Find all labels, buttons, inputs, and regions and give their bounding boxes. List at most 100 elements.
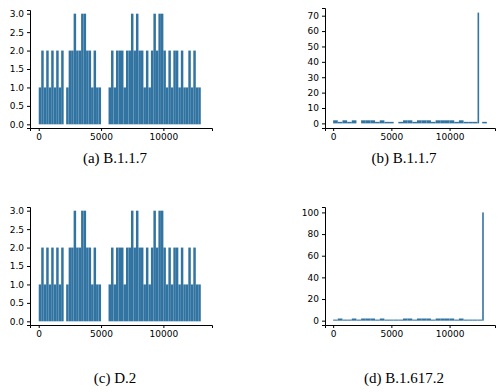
bar — [51, 51, 53, 125]
x-tick: 5000 — [380, 325, 403, 339]
bar — [153, 211, 155, 322]
bar — [384, 320, 389, 321]
bar — [356, 320, 361, 321]
bar — [408, 120, 413, 123]
bar — [361, 319, 366, 321]
bar — [79, 51, 81, 125]
y-tick-label: 3.0 — [10, 9, 25, 19]
bar — [375, 320, 380, 321]
y-tick-mark — [322, 234, 325, 235]
bar — [454, 320, 459, 321]
bar — [71, 248, 73, 322]
y-tick-mark — [27, 106, 30, 107]
y-axis: 0.00.51.01.52.02.53.0 — [10, 206, 31, 327]
bar — [133, 51, 135, 125]
bar — [459, 120, 464, 123]
bars — [333, 13, 487, 124]
bar — [84, 211, 86, 322]
bar — [126, 51, 128, 125]
panel: 0500010000020406080100(d) B.1.617.2 — [302, 208, 496, 388]
bar — [96, 87, 98, 124]
bar — [158, 14, 160, 125]
y-tick-mark — [322, 46, 325, 47]
bar — [158, 211, 160, 322]
y-tick-label: 0 — [313, 119, 319, 129]
bar — [370, 120, 375, 123]
bar — [156, 248, 158, 322]
bar — [389, 122, 394, 124]
bar — [352, 319, 357, 321]
bar — [171, 284, 173, 321]
bar — [352, 120, 357, 123]
bar — [398, 320, 403, 321]
y-axis: 020406080100 — [302, 208, 326, 327]
x-tick-label: 0 — [36, 329, 42, 339]
bar — [66, 87, 68, 124]
bar — [445, 120, 450, 123]
y-tick-mark — [322, 277, 325, 278]
x-tick-label: 0 — [36, 132, 42, 142]
bar — [143, 87, 145, 124]
bar — [104, 321, 106, 322]
bar — [412, 122, 417, 124]
y-tick-mark — [322, 16, 325, 17]
bar — [338, 122, 343, 124]
bar — [168, 248, 170, 322]
y-tick: 1.0 — [10, 83, 30, 93]
bar — [101, 124, 103, 125]
bar — [46, 248, 48, 322]
y-axis-line — [322, 9, 326, 129]
bar — [394, 123, 399, 124]
bar — [347, 320, 352, 321]
bar — [91, 87, 93, 124]
bar — [121, 51, 123, 125]
bar — [116, 248, 118, 322]
y-tick: 50 — [308, 42, 325, 52]
bar — [148, 284, 150, 321]
bar — [84, 14, 86, 125]
y-tick-label: 1.0 — [10, 280, 25, 290]
bar — [54, 87, 56, 124]
bar — [106, 321, 108, 322]
x-tick-mark — [163, 325, 164, 328]
y-tick-label: 70 — [308, 11, 320, 21]
bar — [44, 87, 46, 124]
bar — [186, 87, 188, 124]
bar — [487, 320, 492, 321]
bar — [468, 122, 473, 124]
y-tick-label: 50 — [308, 42, 320, 52]
y-tick-label: 100 — [302, 208, 319, 218]
y-tick-mark — [322, 31, 325, 32]
y-tick: 0.0 — [10, 120, 30, 130]
bar — [133, 248, 135, 322]
bar — [109, 284, 111, 321]
y-tick-label: 0.0 — [10, 317, 25, 327]
bar — [426, 120, 431, 123]
y-tick-mark — [322, 62, 325, 63]
bar — [178, 284, 180, 321]
bar — [394, 320, 399, 321]
bar — [69, 248, 71, 322]
x-tick-mark — [391, 325, 392, 328]
bar — [370, 319, 375, 321]
bar — [94, 51, 96, 125]
x-axis: 0500010000 — [31, 128, 213, 142]
bar — [473, 122, 478, 124]
bar — [119, 248, 121, 322]
x-tick: 10000 — [150, 325, 179, 339]
bar — [333, 120, 338, 123]
bar — [201, 124, 203, 125]
y-tick: 2.5 — [10, 225, 30, 235]
y-tick: 2.0 — [10, 46, 30, 56]
x-axis-line — [326, 129, 496, 132]
y-tick: 20 — [308, 294, 325, 304]
bar — [188, 51, 190, 125]
bar — [166, 87, 168, 124]
y-tick-label: 20 — [308, 294, 320, 304]
bar — [417, 120, 422, 123]
bar — [121, 248, 123, 322]
y-tick-label: 1.5 — [10, 64, 24, 74]
bar — [49, 87, 51, 124]
bar — [436, 120, 441, 123]
bar — [431, 122, 436, 124]
